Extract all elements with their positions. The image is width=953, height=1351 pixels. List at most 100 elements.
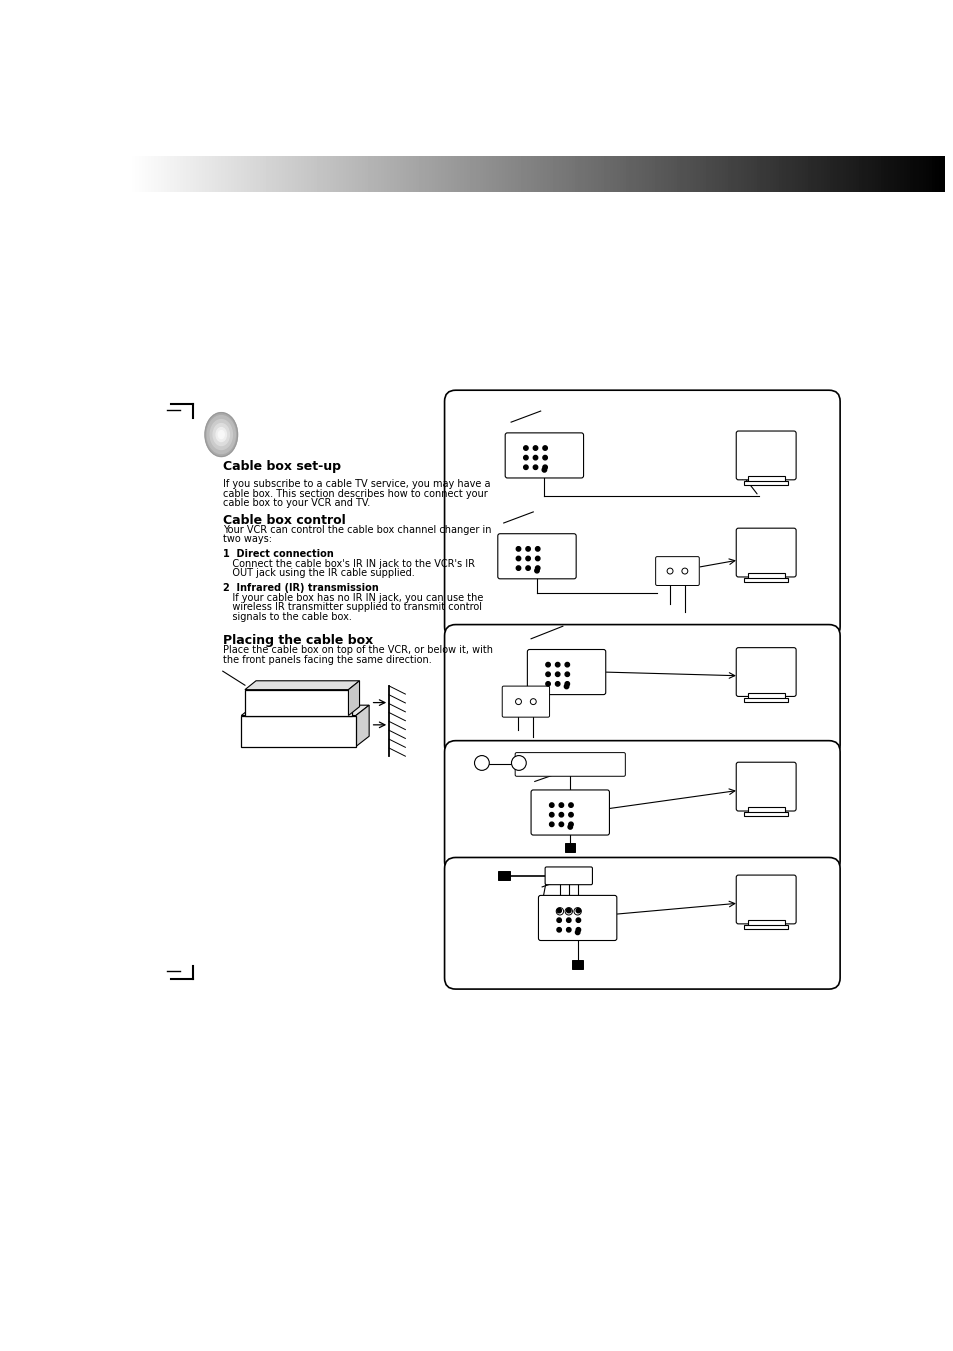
Circle shape [523, 455, 528, 459]
Text: cable box. This section describes how to connect your: cable box. This section describes how to… [222, 489, 487, 499]
FancyBboxPatch shape [736, 528, 796, 577]
FancyBboxPatch shape [736, 762, 796, 811]
Circle shape [555, 682, 559, 686]
Circle shape [549, 802, 554, 808]
Text: signals to the cable box.: signals to the cable box. [222, 612, 352, 621]
Polygon shape [241, 705, 369, 716]
Bar [743, 578, 787, 582]
Circle shape [535, 566, 539, 570]
Bar [747, 920, 783, 928]
Text: 1  Direct connection: 1 Direct connection [222, 549, 334, 559]
Circle shape [516, 566, 520, 570]
Text: OUT jack using the IR cable supplied.: OUT jack using the IR cable supplied. [222, 569, 414, 578]
FancyBboxPatch shape [736, 431, 796, 480]
FancyBboxPatch shape [444, 390, 840, 638]
Circle shape [564, 671, 569, 677]
Circle shape [523, 465, 528, 469]
Text: the front panels facing the same direction.: the front panels facing the same directi… [222, 655, 431, 665]
Circle shape [555, 662, 559, 667]
FancyBboxPatch shape [537, 896, 617, 940]
Bar [743, 698, 787, 701]
FancyBboxPatch shape [655, 557, 699, 585]
Circle shape [566, 917, 571, 923]
Bar [747, 693, 783, 700]
Bar [497, 871, 509, 881]
Circle shape [557, 908, 560, 913]
Circle shape [535, 557, 539, 561]
FancyBboxPatch shape [497, 534, 576, 578]
Circle shape [564, 682, 569, 686]
Circle shape [516, 557, 520, 561]
Circle shape [530, 698, 536, 705]
Circle shape [574, 908, 580, 915]
Circle shape [556, 908, 563, 915]
Circle shape [567, 824, 572, 830]
Circle shape [511, 755, 526, 770]
Circle shape [549, 812, 554, 817]
Circle shape [535, 547, 539, 551]
Bar [747, 476, 783, 484]
Circle shape [533, 446, 537, 450]
Circle shape [555, 671, 559, 677]
Circle shape [576, 908, 580, 913]
Circle shape [557, 917, 560, 923]
Circle shape [542, 455, 547, 459]
Text: Placing the cable box: Placing the cable box [222, 634, 373, 647]
Circle shape [549, 823, 554, 827]
Circle shape [535, 569, 538, 573]
FancyBboxPatch shape [505, 432, 583, 478]
FancyBboxPatch shape [501, 686, 549, 717]
Text: 2  Infrared (IR) transmission: 2 Infrared (IR) transmission [222, 584, 378, 593]
Bar [743, 925, 787, 929]
Circle shape [566, 928, 571, 932]
Circle shape [545, 662, 550, 667]
Text: Cable box set-up: Cable box set-up [222, 461, 340, 473]
Circle shape [541, 467, 546, 471]
Circle shape [568, 812, 573, 817]
Circle shape [525, 566, 530, 570]
Circle shape [566, 908, 571, 913]
Polygon shape [348, 681, 359, 716]
Bar [245, 689, 352, 716]
Circle shape [568, 823, 573, 827]
Circle shape [568, 802, 573, 808]
Text: wireless IR transmitter supplied to transmit control: wireless IR transmitter supplied to tran… [222, 603, 481, 612]
Ellipse shape [213, 424, 229, 446]
Circle shape [576, 917, 580, 923]
Circle shape [525, 547, 530, 551]
FancyBboxPatch shape [444, 858, 840, 989]
Bar [743, 812, 787, 816]
Ellipse shape [218, 431, 224, 439]
Ellipse shape [210, 420, 233, 450]
Text: Cable box control: Cable box control [222, 513, 345, 527]
Bar [747, 573, 783, 581]
Ellipse shape [205, 412, 237, 457]
Polygon shape [245, 681, 359, 689]
Circle shape [474, 755, 489, 770]
Circle shape [558, 823, 563, 827]
Circle shape [558, 802, 563, 808]
Circle shape [545, 671, 550, 677]
Text: If you subscribe to a cable TV service, you may have a: If you subscribe to a cable TV service, … [222, 480, 490, 489]
FancyBboxPatch shape [531, 790, 609, 835]
Circle shape [516, 547, 520, 551]
Polygon shape [355, 705, 369, 747]
Text: cable box to your VCR and TV.: cable box to your VCR and TV. [222, 499, 370, 508]
Bar [572, 961, 582, 969]
Circle shape [533, 465, 537, 469]
Circle shape [545, 682, 550, 686]
FancyBboxPatch shape [444, 740, 840, 873]
FancyBboxPatch shape [736, 875, 796, 924]
FancyBboxPatch shape [515, 753, 624, 777]
Bar [241, 716, 355, 747]
Circle shape [515, 698, 521, 705]
Circle shape [666, 569, 672, 574]
Circle shape [533, 455, 537, 459]
Bar [564, 843, 575, 852]
Text: If your cable box has no IR IN jack, you can use the: If your cable box has no IR IN jack, you… [222, 593, 482, 603]
Circle shape [523, 446, 528, 450]
Bar [743, 481, 787, 485]
Text: Your VCR can control the cable box channel changer in: Your VCR can control the cable box chann… [222, 524, 491, 535]
Circle shape [557, 928, 560, 932]
Text: two ways:: two ways: [222, 535, 272, 544]
